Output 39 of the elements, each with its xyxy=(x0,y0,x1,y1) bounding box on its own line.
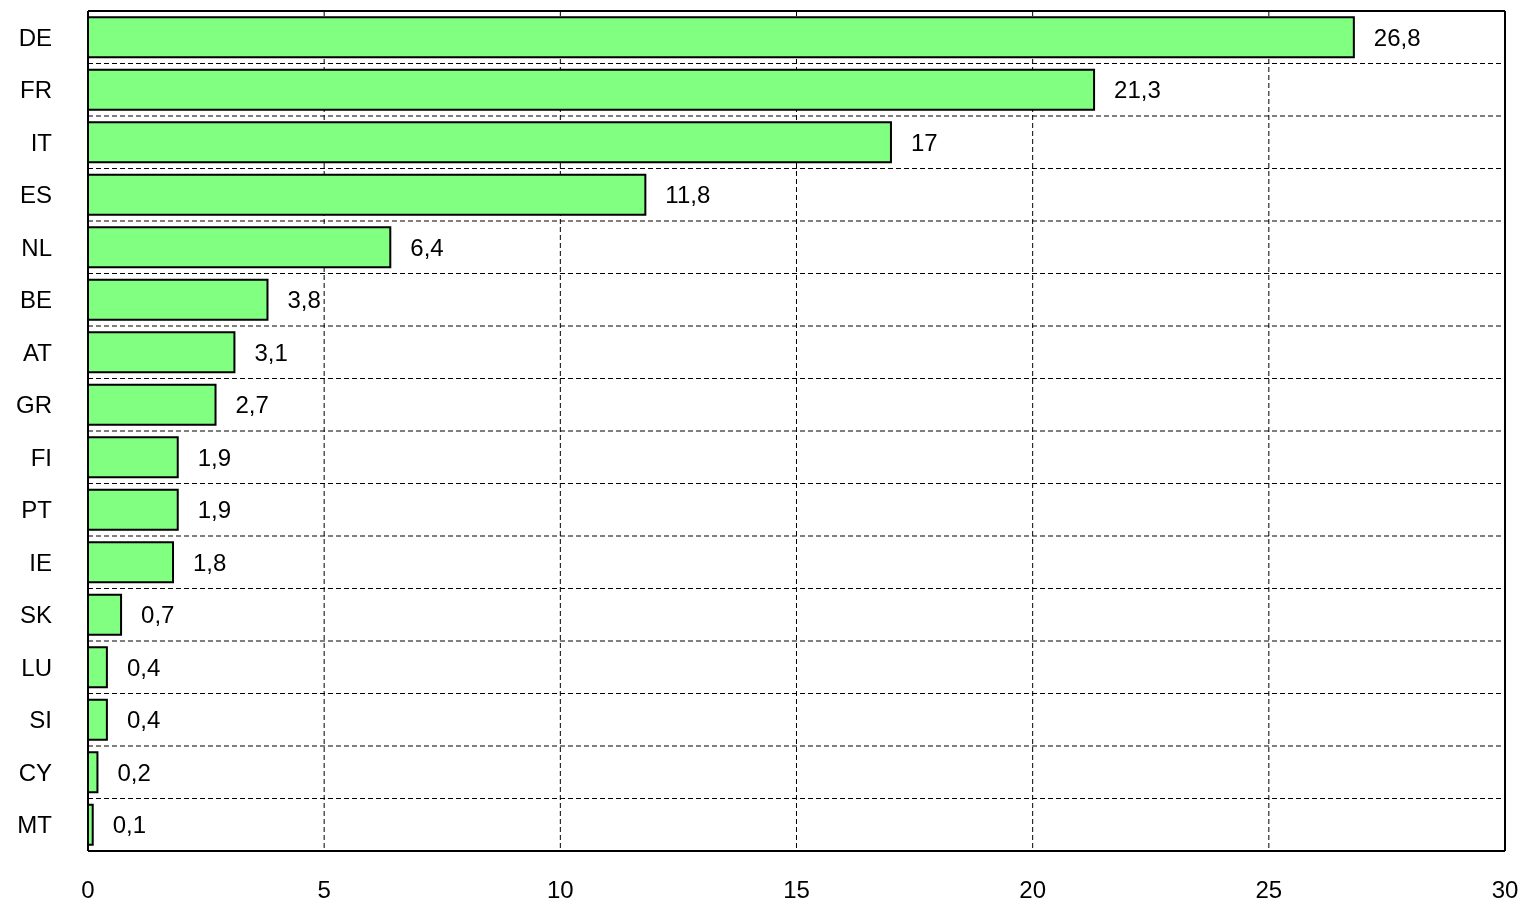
data-label: 0,4 xyxy=(126,653,161,681)
x-tick-label: 0 xyxy=(81,876,95,904)
y-tick-label: IE xyxy=(29,548,52,576)
y-tick-label: BE xyxy=(19,286,52,314)
y-tick-label: AT xyxy=(23,338,53,366)
x-tick-label: 20 xyxy=(1019,876,1047,904)
x-tick-label: 25 xyxy=(1255,876,1283,904)
data-label: 2,7 xyxy=(235,391,269,419)
data-label: 1,9 xyxy=(197,443,232,471)
data-label: 3,8 xyxy=(287,286,321,314)
data-label: 1,9 xyxy=(197,496,232,524)
y-tick-label: DE xyxy=(18,23,52,51)
y-tick-label: IT xyxy=(30,128,53,156)
data-label: 6,4 xyxy=(410,233,444,261)
data-label: 0,7 xyxy=(141,601,175,629)
x-tick-label: 15 xyxy=(783,876,810,904)
y-tick-label: MT xyxy=(17,811,53,839)
data-label: 1,8 xyxy=(193,548,227,576)
data-label: 0,2 xyxy=(117,758,151,786)
y-tick-label: LU xyxy=(21,653,52,681)
data-label: 26,8 xyxy=(1373,23,1421,51)
y-tick-label: SI xyxy=(29,706,52,734)
x-tick-label: 30 xyxy=(1491,876,1519,904)
y-tick-label: ES xyxy=(19,181,52,209)
y-tick-label: GR xyxy=(16,391,52,419)
x-tick-label: 10 xyxy=(546,876,574,904)
y-tick-label: CY xyxy=(18,758,52,786)
x-tick-label: 5 xyxy=(317,876,331,904)
y-tick-label: PT xyxy=(21,496,53,524)
data-label: 11,8 xyxy=(665,181,711,209)
y-tick-label: SK xyxy=(19,601,52,629)
data-label: 3,1 xyxy=(254,338,288,366)
data-label: 0,4 xyxy=(126,706,161,734)
y-tick-label: FR xyxy=(20,76,52,104)
data-label: 17 xyxy=(910,128,938,156)
y-tick-label: NL xyxy=(21,233,52,261)
data-label: 21,3 xyxy=(1114,76,1161,104)
data-label: 0,1 xyxy=(112,811,147,839)
y-tick-label: FI xyxy=(30,443,52,471)
